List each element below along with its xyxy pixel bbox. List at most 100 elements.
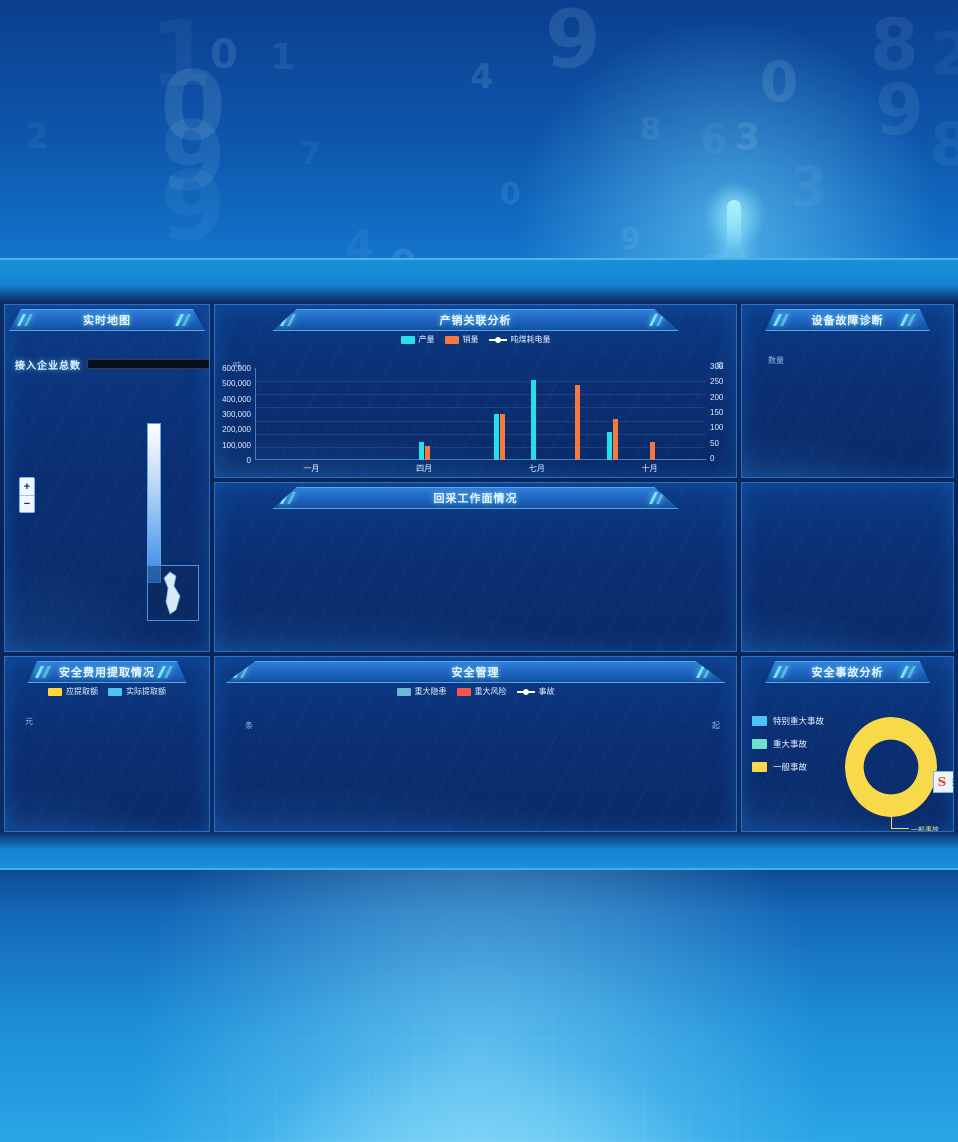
background-sphere: [0, 852, 958, 1142]
y-tick-label: 300,000: [222, 410, 251, 419]
legend-item-major[interactable]: 重大事故: [752, 738, 824, 750]
zoom-in-button[interactable]: +: [23, 480, 31, 493]
x-tick-label: 一月: [303, 464, 320, 473]
legend-item-actual[interactable]: 实际提取额: [108, 686, 166, 697]
donut-chart[interactable]: 一般事故: [845, 717, 939, 831]
background-digits: 1099982094086392017403608: [0, 0, 958, 310]
donut-ring-general: [845, 717, 937, 817]
background-digit: 0: [210, 32, 238, 78]
panel-workface: 回采工作面情况: [214, 482, 737, 652]
bar: [574, 384, 580, 460]
y2-tick-label: 200: [710, 392, 724, 402]
panel-title-text: 安全事故分析: [811, 667, 884, 679]
bar: [499, 414, 505, 460]
gridline: [255, 407, 706, 409]
legend-item-sales[interactable]: 销量: [444, 334, 479, 345]
mini-map[interactable]: [147, 565, 199, 621]
panel-title-map: 实时地图: [9, 309, 205, 331]
y-unit-cost: 元: [25, 717, 33, 726]
gridline: [255, 381, 706, 383]
background-digit: 2: [930, 20, 958, 90]
panel-title-workface: 回采工作面情况: [272, 487, 679, 509]
zoom-out-button[interactable]: −: [20, 495, 34, 512]
panel-equipment-diagnosis: 设备故障诊断 数量: [741, 304, 954, 478]
y-tick-label: 400,000: [222, 394, 251, 404]
legend-item-payable[interactable]: 应提取额: [48, 686, 98, 697]
y-unit-left-safety: 条: [245, 721, 253, 730]
background-digit: 9: [160, 102, 227, 212]
legend-safety: 重大隐患 重大风险 事故: [215, 686, 736, 697]
chart-workface: [247, 519, 728, 621]
legend-production: 产量 销量 吨煤耗电量: [215, 334, 736, 345]
event-list[interactable]: [746, 485, 949, 651]
title-slash-left-icon: [773, 314, 792, 326]
legend-item-hazard[interactable]: 重大隐患: [396, 686, 447, 697]
x-tick-label: 十月: [641, 464, 658, 473]
y-tick-label: 100,000: [222, 440, 251, 450]
panel-title-text: 实时地图: [82, 315, 131, 327]
y-tick-label: 600,000: [222, 364, 251, 373]
title-slash-left-icon: [233, 666, 252, 678]
title-slash-right-icon: [174, 314, 194, 326]
background-digit: 9: [160, 152, 227, 262]
gridline: [255, 420, 706, 422]
x-tick-label: 七月: [528, 464, 545, 473]
background-digit: 3: [735, 117, 761, 158]
y2-tick-label: 300: [710, 362, 724, 371]
gridline: [255, 433, 706, 435]
legend-item-accident[interactable]: 事故: [516, 686, 555, 697]
background-beam: [727, 200, 741, 270]
map-colorbar: [147, 423, 161, 583]
panel-title-text: 设备故障诊断: [811, 315, 884, 327]
accident-footer: [742, 813, 953, 827]
panel-title-cost: 安全费用提取情况: [27, 661, 187, 683]
chart-production: 600,000 500,000 400,000 300,000 200,000 100,0…: [222, 362, 723, 473]
map-tooltip: [87, 359, 209, 369]
title-slash-right-icon: [156, 666, 176, 678]
donut-leader-line: [891, 815, 892, 829]
title-slash-right-icon: [648, 314, 668, 326]
y-unit-equipment: 数量: [768, 356, 784, 365]
y-axis-right: 300 250 200 150 100 50 0: [708, 362, 732, 463]
workface-stats: [215, 625, 736, 651]
background-digit: 1: [270, 37, 296, 78]
chart-cost: [49, 730, 201, 812]
legend-item-output[interactable]: 产量: [400, 334, 435, 345]
mini-map-shape-icon: [163, 571, 181, 615]
counter-label: 接入企业总数: [15, 361, 81, 372]
side-badge[interactable]: S ⋮: [933, 771, 953, 793]
background-digit: 1: [150, 2, 213, 107]
panel-realtime-map: 实时地图 接入企业总数 + −: [4, 304, 210, 652]
y-tick-label: 500,000: [222, 379, 251, 389]
panel-accident-events: [741, 482, 954, 652]
legend-item-power[interactable]: 吨煤耗电量: [488, 334, 551, 345]
bar: [493, 414, 499, 460]
background-digit: 3: [790, 155, 829, 219]
title-slash-left-icon: [280, 492, 299, 504]
legend-item-extreme[interactable]: 特别重大事故: [752, 715, 824, 727]
background-grid: [0, 852, 958, 1142]
side-badge-text: S: [937, 775, 947, 789]
panel-title-accident: 安全事故分析: [765, 661, 930, 683]
map-zoom-controls[interactable]: + −: [19, 477, 35, 513]
background-digit: 4: [470, 57, 494, 97]
legend-item-general[interactable]: 一般事故: [752, 761, 824, 773]
y2-tick-label: 150: [710, 408, 724, 417]
y-unit-right-safety: 起: [712, 721, 720, 730]
legend-item-risk[interactable]: 重大风险: [456, 686, 507, 697]
equipment-stats: [742, 451, 953, 477]
bar: [424, 446, 430, 460]
chart-safety: [257, 726, 702, 810]
panel-safety-management: 安全管理 重大隐患 重大风险 事故 条 起: [214, 656, 737, 832]
bar: [418, 441, 424, 460]
legend-cost: 应提取额 实际提取额: [5, 686, 209, 697]
y-unit-left-production: 吨: [233, 361, 241, 370]
bar: [606, 432, 612, 460]
donut-leader-line-h: [891, 828, 909, 829]
title-slash-left-icon: [773, 666, 792, 678]
enterprise-counter: 接入企业总数: [15, 357, 81, 378]
gridline: [255, 394, 706, 396]
panel-production-analysis: 产销关联分析 产量 销量 吨煤耗电量 吨 度 600,000 500,000 400…: [214, 304, 737, 478]
title-slash-right-icon: [899, 314, 919, 326]
panel-title-production: 产销关联分析: [272, 309, 679, 331]
